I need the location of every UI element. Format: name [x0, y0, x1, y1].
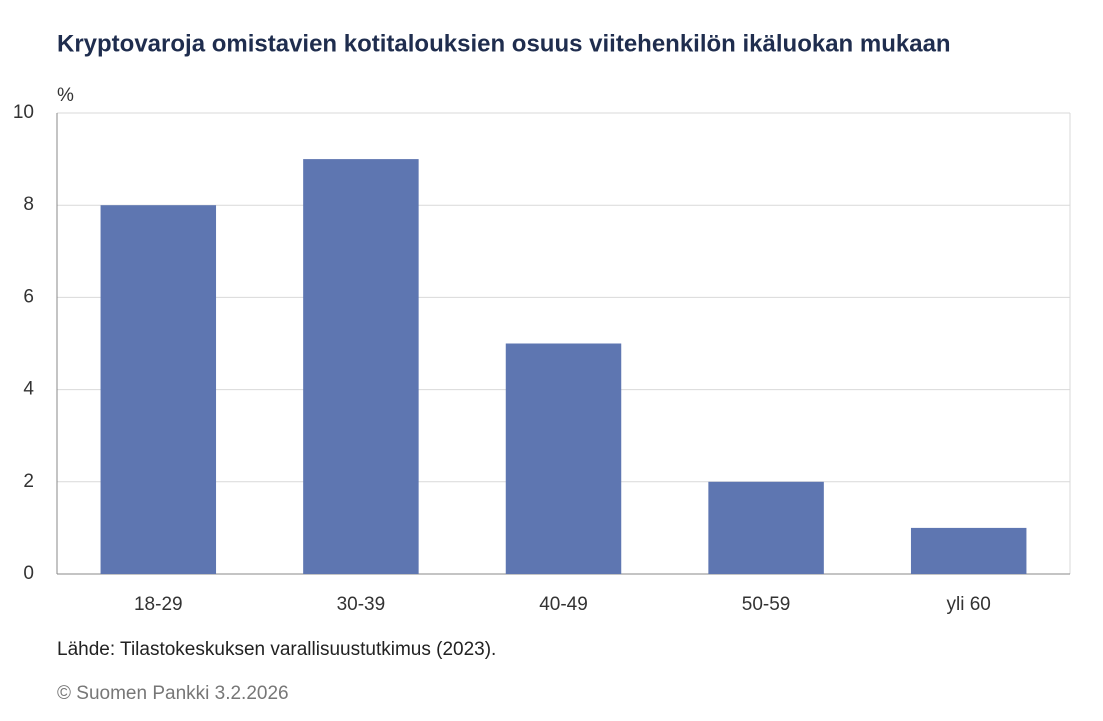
x-tick-label: 40-49 — [539, 594, 588, 615]
source: Lähde: Tilastokeskuksen varallisuustutki… — [57, 639, 496, 660]
y-tick-label: 6 — [23, 286, 34, 307]
bar — [303, 159, 419, 574]
bar — [100, 205, 217, 574]
x-tick-label: 30-39 — [337, 594, 386, 615]
y-axis-label: % — [57, 85, 74, 106]
x-tick-label: 50-59 — [742, 594, 791, 615]
bar — [708, 481, 824, 574]
y-tick-label: 2 — [23, 471, 34, 492]
x-tick-label: yli 60 — [947, 594, 991, 615]
y-tick-label: 4 — [23, 379, 34, 400]
bar — [505, 343, 622, 574]
chart-title: Kryptovaroja omistavien kotitalouksien o… — [57, 30, 951, 57]
y-tick-label: 8 — [23, 194, 34, 215]
y-tick-label: 0 — [23, 563, 34, 584]
bar — [910, 527, 1027, 574]
x-tick-label: 18-29 — [134, 594, 183, 615]
copyright: © Suomen Pankki 3.2.2026 — [57, 683, 289, 704]
y-tick-label: 10 — [13, 102, 34, 123]
